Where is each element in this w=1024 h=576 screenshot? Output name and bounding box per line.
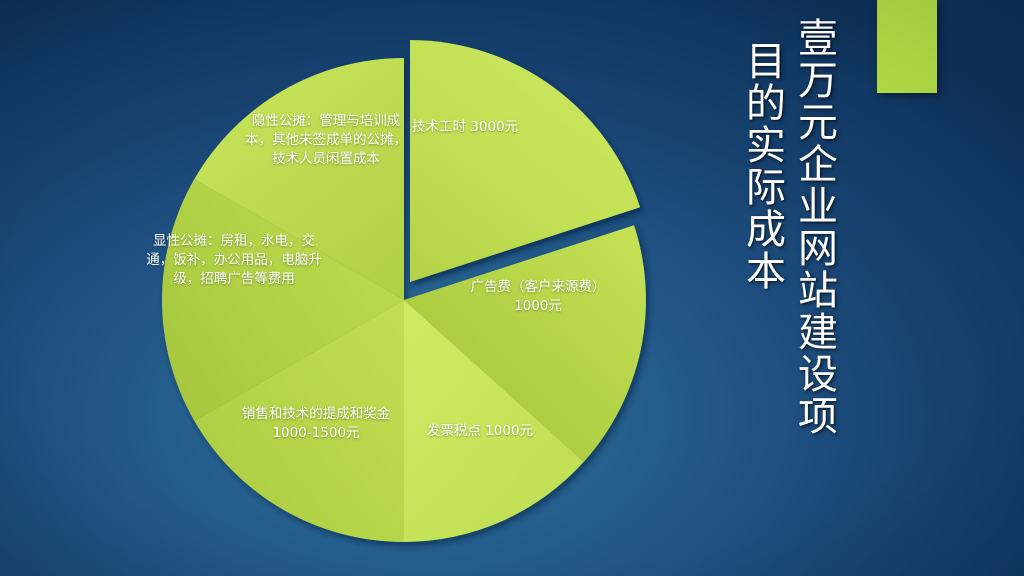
pie-slice-advertising-fee[interactable] <box>404 225 646 462</box>
pie-slice-implicit-overhead[interactable] <box>194 57 404 301</box>
pie-slice-technical-hours[interactable] <box>410 40 641 282</box>
pie-slice-explicit-overhead[interactable] <box>161 179 404 421</box>
title-column-left: 目的实际成本 <box>739 40 785 292</box>
slide-title: 壹万元企业网站建设项 目的实际成本 <box>700 0 840 576</box>
pie-slice-invoice-tax[interactable] <box>404 300 584 542</box>
title-column-right: 壹万元企业网站建设项 <box>791 17 837 437</box>
pie-body <box>161 57 646 542</box>
pie-chart: 技术工时 3000元 广告费（客户来源费）1000元 发票税点 1000元 销售… <box>146 40 646 542</box>
pie-chart-svg <box>161 40 646 542</box>
pie-slice-exploded-group <box>410 40 641 282</box>
accent-rectangle <box>877 0 937 93</box>
pie-slice-sales-commission[interactable] <box>194 300 404 542</box>
